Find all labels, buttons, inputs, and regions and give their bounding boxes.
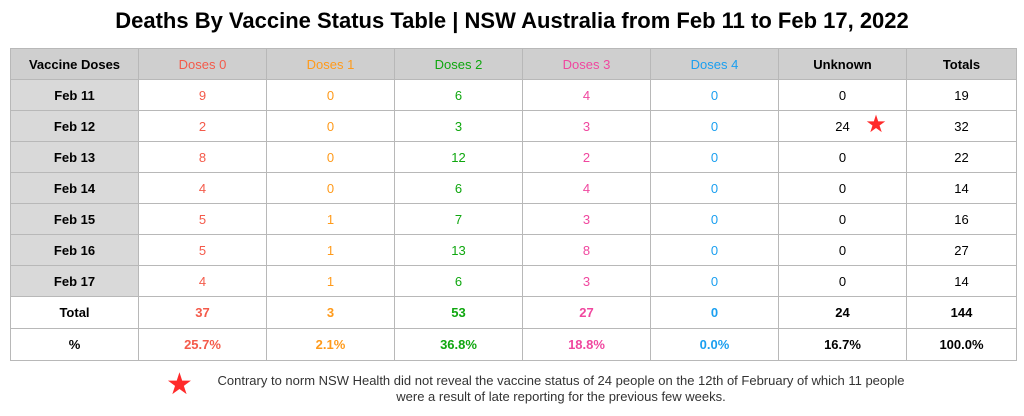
cell-unknown: 0	[778, 234, 907, 266]
cell-unknown: 0	[778, 141, 907, 173]
cell-doses-2: 36.8%	[394, 328, 523, 361]
row-label: Feb 16	[10, 234, 139, 266]
cell-doses-0: 8	[138, 141, 267, 173]
column-header-vaccine-doses: Vaccine Doses	[10, 48, 139, 80]
cell-doses-4: 0	[650, 110, 779, 142]
cell-unknown: 24 ★	[778, 110, 907, 142]
cell-doses-4: 0	[650, 172, 779, 204]
cell-doses-2: 53	[394, 296, 523, 329]
cell-doses-2: 6	[394, 172, 523, 204]
table-row: Feb 11 9 0 6 4 0 0 19	[10, 79, 1017, 111]
table-row: Feb 17 4 1 6 3 0 0 14	[10, 265, 1017, 297]
cell-doses-0: 5	[138, 234, 267, 266]
cell-unknown: 24	[778, 296, 907, 329]
cell-doses-1: 0	[266, 110, 395, 142]
cell-unknown: 0	[778, 265, 907, 297]
row-label: %	[10, 328, 139, 361]
vaccine-status-table: Vaccine Doses Doses 0 Doses 1 Doses 2 Doses …	[10, 48, 1017, 361]
column-header-doses-0: Doses 0	[138, 48, 267, 80]
percent-row: % 25.7% 2.1% 36.8% 18.8% 0.0% 16.7% 100.0%	[10, 328, 1017, 361]
column-header-totals: Totals	[906, 48, 1017, 80]
cell-doses-1: 1	[266, 203, 395, 235]
cell-doses-4: 0	[650, 141, 779, 173]
column-header-doses-2: Doses 2	[394, 48, 523, 80]
cell-doses-2: 7	[394, 203, 523, 235]
cell-totals: 14	[906, 172, 1017, 204]
cell-doses-1: 1	[266, 265, 395, 297]
footnote-text: Contrary to norm NSW Health did not reve…	[217, 373, 905, 404]
cell-unknown: 16.7%	[778, 328, 907, 361]
cell-doses-0: 37	[138, 296, 267, 329]
row-label: Total	[10, 296, 139, 329]
column-header-doses-1: Doses 1	[266, 48, 395, 80]
cell-doses-0: 25.7%	[138, 328, 267, 361]
cell-unknown: 0	[778, 79, 907, 111]
cell-doses-2: 6	[394, 79, 523, 111]
cell-doses-4: 0	[650, 203, 779, 235]
row-label: Feb 15	[10, 203, 139, 235]
row-label: Feb 14	[10, 172, 139, 204]
cell-totals: 22	[906, 141, 1017, 173]
table-row: Feb 12 2 0 3 3 0 24 ★ 32	[10, 110, 1017, 142]
cell-unknown: 0	[778, 203, 907, 235]
cell-doses-4: 0	[650, 296, 779, 329]
column-header-doses-3: Doses 3	[522, 48, 651, 80]
header-row: Vaccine Doses Doses 0 Doses 1 Doses 2 Doses …	[10, 48, 1017, 80]
cell-doses-2: 3	[394, 110, 523, 142]
star-icon: ★	[166, 368, 193, 401]
star-icon: ★	[865, 110, 887, 138]
table-row: Feb 14 4 0 6 4 0 0 14	[10, 172, 1017, 204]
page-title: Deaths By Vaccine Status Table | NSW Aus…	[115, 8, 909, 33]
table-row: Feb 16 5 1 13 8 0 0 27	[10, 234, 1017, 266]
cell-totals: 144	[906, 296, 1017, 329]
cell-totals: 32	[906, 110, 1017, 142]
cell-doses-3: 8	[522, 234, 651, 266]
cell-doses-2: 13	[394, 234, 523, 266]
cell-totals: 100.0%	[906, 328, 1017, 361]
cell-doses-3: 3	[522, 265, 651, 297]
cell-value: 24	[835, 118, 850, 134]
row-label: Feb 13	[10, 141, 139, 173]
cell-totals: 27	[906, 234, 1017, 266]
column-header-unknown: Unknown	[778, 48, 907, 80]
cell-doses-1: 2.1%	[266, 328, 395, 361]
cell-doses-0: 9	[138, 79, 267, 111]
cell-doses-4: 0	[650, 79, 779, 111]
cell-totals: 14	[906, 265, 1017, 297]
cell-unknown: 0	[778, 172, 907, 204]
cell-doses-0: 4	[138, 265, 267, 297]
cell-doses-2: 12	[394, 141, 523, 173]
column-header-doses-4: Doses 4	[650, 48, 779, 80]
cell-doses-1: 0	[266, 79, 395, 111]
cell-doses-0: 5	[138, 203, 267, 235]
table-row: Feb 13 8 0 12 2 0 0 22	[10, 141, 1017, 173]
cell-doses-3: 18.8%	[522, 328, 651, 361]
cell-doses-3: 3	[522, 203, 651, 235]
totals-row: Total 37 3 53 27 0 24 144	[10, 296, 1017, 329]
cell-doses-3: 27	[522, 296, 651, 329]
cell-doses-3: 4	[522, 79, 651, 111]
row-label: Feb 12	[10, 110, 139, 142]
cell-doses-1: 0	[266, 141, 395, 173]
cell-doses-0: 4	[138, 172, 267, 204]
cell-totals: 19	[906, 79, 1017, 111]
cell-doses-2: 6	[394, 265, 523, 297]
cell-doses-4: 0	[650, 265, 779, 297]
cell-doses-1: 0	[266, 172, 395, 204]
row-label: Feb 17	[10, 265, 139, 297]
cell-doses-1: 1	[266, 234, 395, 266]
cell-doses-3: 4	[522, 172, 651, 204]
table-row: Feb 15 5 1 7 3 0 0 16	[10, 203, 1017, 235]
cell-totals: 16	[906, 203, 1017, 235]
cell-doses-4: 0.0%	[650, 328, 779, 361]
cell-doses-4: 0	[650, 234, 779, 266]
cell-doses-0: 2	[138, 110, 267, 142]
row-label: Feb 11	[10, 79, 139, 111]
cell-doses-3: 3	[522, 110, 651, 142]
cell-doses-1: 3	[266, 296, 395, 329]
cell-doses-3: 2	[522, 141, 651, 173]
